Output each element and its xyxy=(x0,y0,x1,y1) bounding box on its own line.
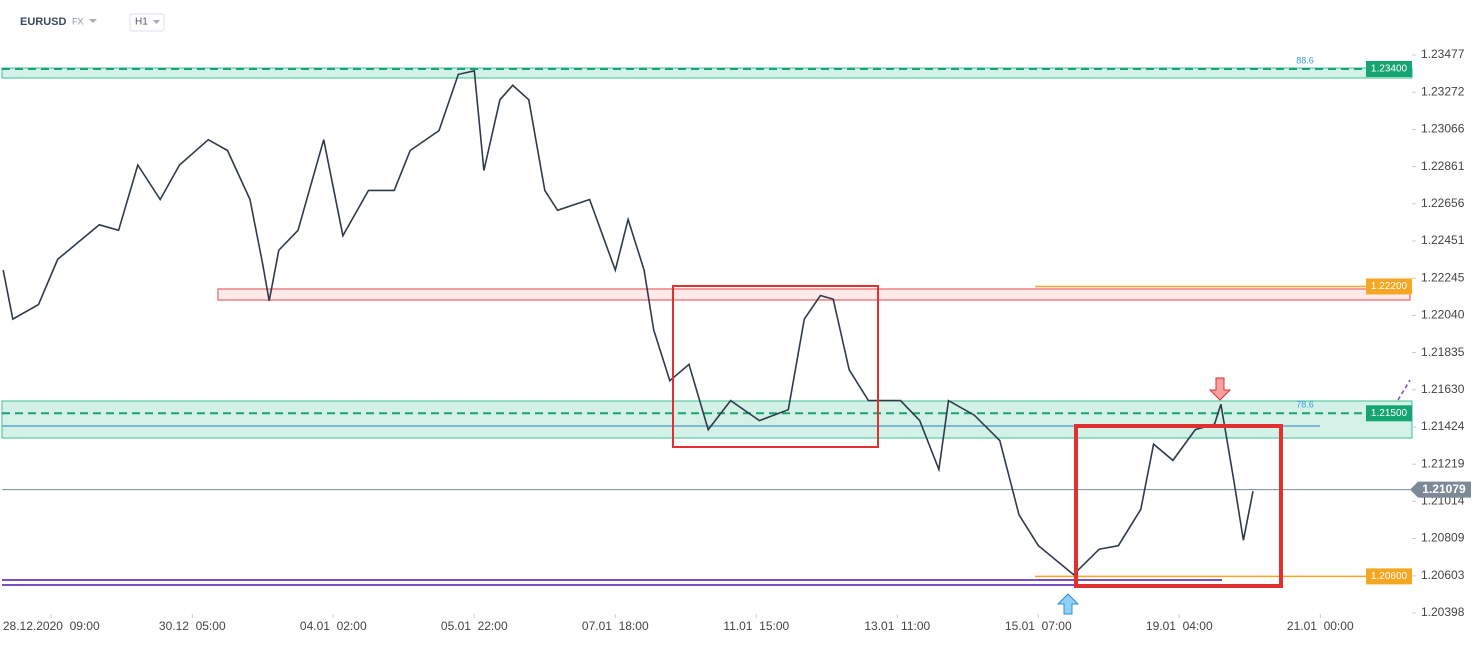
x-tick-label: 11.01 15:00 xyxy=(723,619,789,633)
y-tick-label: 1.23272 xyxy=(1421,84,1465,98)
zone xyxy=(217,288,1411,301)
level-tag xyxy=(1366,60,1412,77)
x-tick-label: 07.01 18:00 xyxy=(582,619,649,633)
x-tick-label: 30.12 05:00 xyxy=(159,619,226,633)
y-tick-label: 1.21424 xyxy=(1421,419,1465,433)
x-tick-label: 04.01 02:00 xyxy=(300,619,367,633)
y-tick-label: 1.23477 xyxy=(1421,47,1465,61)
drawing xyxy=(1397,379,1411,401)
y-tick-label: 1.20398 xyxy=(1421,605,1465,619)
y-tick-label: 1.22451 xyxy=(1421,233,1465,247)
buy-arrow xyxy=(1056,593,1080,615)
market: FX xyxy=(72,16,84,26)
timeframe-box[interactable] xyxy=(129,13,165,32)
last-price-label: 1.21079 xyxy=(1422,482,1466,496)
level-tag-label: 1.23400 xyxy=(1371,64,1408,75)
range-box xyxy=(672,285,879,448)
dropdown-icon[interactable] xyxy=(153,20,160,24)
zone xyxy=(1,400,1413,439)
level-tag-label: 1.22200 xyxy=(1371,281,1408,292)
x-tick-label: 21.01 00:00 xyxy=(1287,619,1354,633)
level-tag-label: 1.20600 xyxy=(1371,571,1408,582)
y-tick-label: 1.22656 xyxy=(1421,196,1465,210)
fib-label: 88.6 xyxy=(1296,55,1314,65)
y-tick-label: 1.21835 xyxy=(1421,345,1465,359)
x-tick-label: 28.12.2020 09:00 xyxy=(3,619,100,633)
plot: 1.23477 1.23272 1.23066 1.22861 1.22656 1.224… xyxy=(2,47,1471,633)
level-tag xyxy=(1366,568,1412,585)
dropdown-icon[interactable] xyxy=(89,19,97,23)
y-tick-label: 1.21630 xyxy=(1421,382,1465,396)
y-tick-label: 1.21219 xyxy=(1421,456,1465,470)
x-tick-label: 13.01 11:00 xyxy=(864,619,930,633)
timeframe[interactable]: H1 xyxy=(135,17,148,28)
x-tick-label: 15.01 07:00 xyxy=(1005,619,1072,633)
x-tick-label: 05.01 22:00 xyxy=(441,619,508,633)
y-tick-label: 1.22245 xyxy=(1421,270,1465,284)
y-tick-label: 1.20809 xyxy=(1421,531,1465,545)
sell-arrow xyxy=(1208,377,1232,401)
level-tag xyxy=(1366,405,1412,422)
y-tick-label: 1.23066 xyxy=(1421,122,1465,136)
fib-label: 78.6 xyxy=(1296,400,1314,410)
last-price-tag xyxy=(1410,481,1471,498)
level-tag-label: 1.21500 xyxy=(1371,408,1408,419)
symbol[interactable]: EURUSD xyxy=(20,16,67,28)
x-tick-label: 19.01 04:00 xyxy=(1146,619,1213,633)
range-box xyxy=(1074,424,1283,588)
level-tag xyxy=(1366,278,1412,295)
y-tick-label: 1.20603 xyxy=(1421,568,1465,582)
y-tick-label: 1.22861 xyxy=(1421,159,1465,173)
y-tick-label: 1.22040 xyxy=(1421,308,1465,322)
